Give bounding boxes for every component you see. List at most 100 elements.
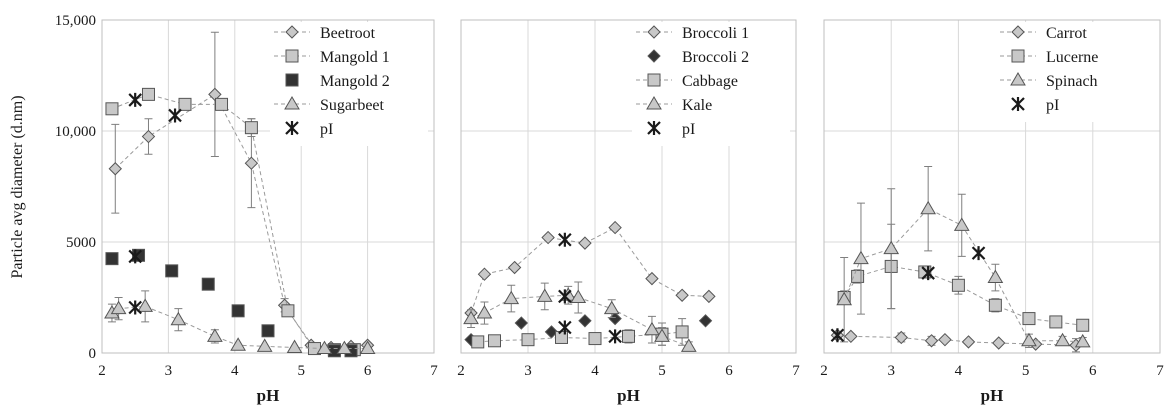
data-point bbox=[622, 329, 635, 343]
chart-panel-left: 2 3 4 5 6 7 0 5000 10,000 15,000 pH Beetroot Mangold… bbox=[55, 13, 439, 405]
series-broccoli-2 bbox=[464, 311, 713, 347]
data-point bbox=[514, 316, 529, 330]
x-tick-label: 7 bbox=[430, 363, 438, 379]
series-pi bbox=[830, 246, 986, 343]
data-point bbox=[1054, 332, 1071, 347]
x-tick-label: 7 bbox=[1156, 363, 1164, 379]
x-tick-label: 5 bbox=[658, 363, 666, 379]
data-point bbox=[853, 250, 869, 265]
series-pi bbox=[128, 92, 182, 315]
data-point bbox=[675, 325, 689, 339]
data-point bbox=[1076, 318, 1090, 332]
data-point bbox=[108, 162, 122, 176]
legend-label: Sugarbeet bbox=[320, 97, 385, 114]
data-point bbox=[521, 333, 535, 347]
data-point bbox=[244, 156, 259, 170]
data-point bbox=[244, 121, 258, 135]
x-axis-label: pH bbox=[257, 386, 280, 405]
data-point bbox=[178, 97, 192, 111]
data-point bbox=[128, 249, 142, 264]
data-point bbox=[128, 92, 142, 107]
legend-label: Mangold 2 bbox=[320, 73, 390, 90]
data-point bbox=[536, 288, 553, 302]
data-point bbox=[988, 298, 1002, 312]
legend-marker bbox=[285, 73, 299, 87]
data-point bbox=[558, 289, 572, 304]
series-mangold-2 bbox=[105, 248, 358, 358]
legend-label: Beetroot bbox=[320, 25, 376, 42]
legend-label: pI bbox=[682, 121, 695, 138]
legend-label: pI bbox=[1046, 97, 1059, 114]
data-point bbox=[992, 336, 1006, 350]
legend-marker bbox=[284, 96, 300, 110]
data-point bbox=[476, 305, 493, 319]
data-point bbox=[128, 300, 142, 315]
data-point bbox=[920, 200, 937, 215]
chart-panel-right: 2 3 4 5 6 7 pH Carrot Lucerne Spinach pI bbox=[820, 19, 1164, 405]
data-point bbox=[938, 332, 952, 347]
x-tick-label: 7 bbox=[792, 363, 800, 379]
data-point bbox=[170, 311, 187, 326]
legend-marker bbox=[1011, 49, 1025, 63]
y-tick-label: 15,000 bbox=[55, 13, 96, 29]
x-tick-label: 2 bbox=[98, 363, 106, 379]
legend: Beetroot Mangold 1 Mangold 2 Sugarbeet pI bbox=[270, 22, 428, 146]
data-point bbox=[359, 340, 376, 355]
series-pi bbox=[558, 232, 622, 344]
legend: Broccoli 1 Broccoli 2 Cabbage Kale pI bbox=[632, 22, 790, 146]
data-point bbox=[256, 338, 273, 352]
x-tick-label: 2 bbox=[457, 363, 465, 379]
data-point bbox=[971, 246, 986, 261]
legend-marker bbox=[647, 49, 661, 63]
plot-frame bbox=[101, 19, 435, 354]
x-tick-label: 4 bbox=[231, 363, 239, 379]
legend-marker bbox=[646, 96, 662, 110]
legend-marker bbox=[1011, 25, 1025, 39]
x-tick-label: 6 bbox=[364, 363, 372, 379]
legend-label: Kale bbox=[682, 97, 712, 114]
data-point bbox=[675, 288, 689, 302]
data-point bbox=[1049, 315, 1063, 329]
x-tick-label: 4 bbox=[955, 363, 963, 379]
data-point bbox=[851, 269, 865, 283]
legend: Carrot Lucerne Spinach pI bbox=[996, 22, 1154, 122]
data-point bbox=[702, 289, 716, 304]
data-point bbox=[477, 267, 492, 281]
series-line bbox=[111, 93, 355, 351]
x-tick-label: 3 bbox=[887, 363, 895, 379]
data-point bbox=[608, 220, 622, 235]
data-point bbox=[286, 339, 303, 353]
series-broccoli-1 bbox=[464, 220, 716, 320]
data-point bbox=[680, 338, 697, 352]
data-point bbox=[558, 232, 572, 247]
series-line bbox=[843, 265, 1083, 326]
data-point bbox=[1021, 332, 1037, 347]
data-point bbox=[578, 314, 592, 328]
legend-label: Spinach bbox=[1046, 73, 1098, 90]
data-point bbox=[207, 328, 223, 342]
legend-background bbox=[996, 22, 1154, 122]
series-lucerne bbox=[837, 223, 1090, 332]
data-point bbox=[921, 266, 935, 281]
data-point bbox=[137, 298, 154, 312]
data-point bbox=[168, 108, 182, 123]
data-point bbox=[230, 337, 246, 351]
legend-label: Broccoli 2 bbox=[682, 49, 749, 66]
data-point bbox=[105, 252, 119, 266]
data-point bbox=[836, 291, 853, 306]
y-tick-label: 0 bbox=[89, 346, 97, 362]
x-tick-label: 4 bbox=[591, 363, 599, 379]
data-point bbox=[608, 311, 622, 326]
x-tick-label: 5 bbox=[297, 363, 305, 379]
data-point bbox=[961, 335, 976, 349]
y-tick-label: 10,000 bbox=[55, 124, 96, 140]
x-tick-label: 3 bbox=[165, 363, 173, 379]
data-point bbox=[894, 330, 908, 345]
data-point bbox=[698, 314, 713, 328]
data-point bbox=[208, 87, 222, 102]
data-point bbox=[201, 277, 215, 291]
data-point bbox=[588, 332, 602, 346]
legend-marker bbox=[285, 49, 299, 63]
data-point bbox=[261, 324, 275, 338]
